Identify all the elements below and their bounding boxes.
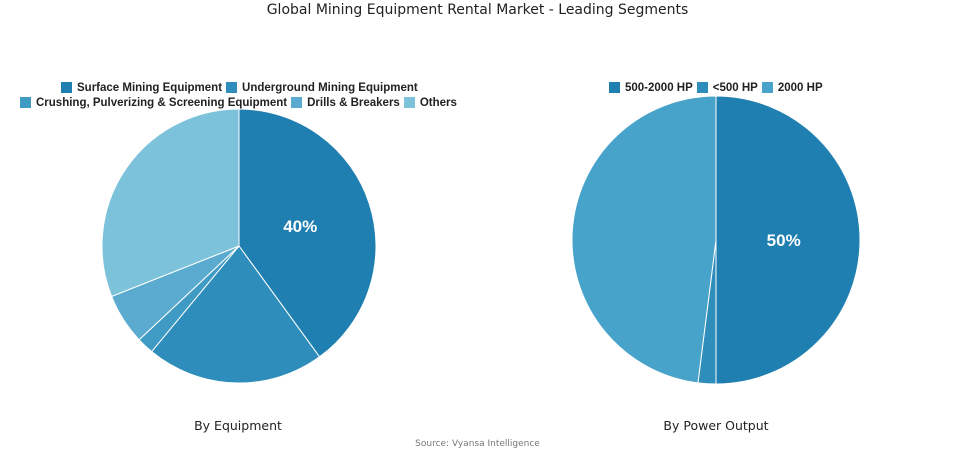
legend-item-underground-mining: Underground Mining Equipment: [226, 81, 418, 95]
legend-power-output: 500-2000 HP <500 HP 2000 HP: [609, 80, 827, 95]
legend-item-drills: Drills & Breakers: [291, 96, 400, 110]
legend-item-under-500hp: <500 HP: [696, 81, 758, 95]
legend-swatch: [226, 82, 238, 93]
pie-slice-1-2: [571, 95, 717, 384]
legend-swatch: [20, 97, 31, 108]
legend-swatch: [761, 82, 773, 93]
pie-slice-0-1: [150, 245, 321, 384]
pie-slice-0-0: [238, 108, 377, 358]
legend-swatch: [609, 82, 620, 93]
subtitle-power-output: By Power Output: [663, 418, 769, 433]
legend-item-500-2000hp: 500-2000 HP: [609, 81, 693, 95]
legend-swatch: [291, 97, 303, 108]
legend-equipment: Surface Mining Equipment Underground Min…: [20, 80, 461, 110]
legend-swatch: [696, 82, 708, 93]
pie-slice-label: 40%: [283, 217, 317, 236]
pie-chart-power-output: 50%: [571, 95, 861, 385]
legend-label: Drills & Breakers: [307, 96, 400, 109]
source-note: Source: Vyansa Intelligence: [415, 439, 540, 449]
legend-label: Crushing, Pulverizing & Screening Equipm…: [36, 96, 288, 109]
legend-swatch: [403, 97, 415, 108]
legend-label: Surface Mining Equipment: [77, 81, 223, 94]
legend-label: Others: [419, 96, 457, 109]
legend-label: Underground Mining Equipment: [242, 81, 418, 94]
pie-slice-0-4: [101, 108, 240, 298]
legend-swatch: [61, 82, 72, 93]
legend-label: <500 HP: [712, 81, 758, 94]
pie-slice-1-0: [715, 95, 861, 385]
legend-label: 2000 HP: [777, 81, 823, 94]
legend-label: 500-2000 HP: [625, 81, 693, 94]
pie-slice-label: 50%: [767, 231, 801, 250]
chart-title: Global Mining Equipment Rental Market - …: [266, 2, 689, 18]
legend-item-crushing: Crushing, Pulverizing & Screening Equipm…: [20, 96, 287, 110]
subtitle-equipment: By Equipment: [194, 418, 282, 433]
legend-item-others: Others: [403, 96, 457, 110]
legend-item-surface-mining: Surface Mining Equipment: [61, 81, 222, 95]
pie-chart-equipment: 40%: [101, 108, 377, 384]
legend-item-2000hp: 2000 HP: [761, 81, 823, 95]
